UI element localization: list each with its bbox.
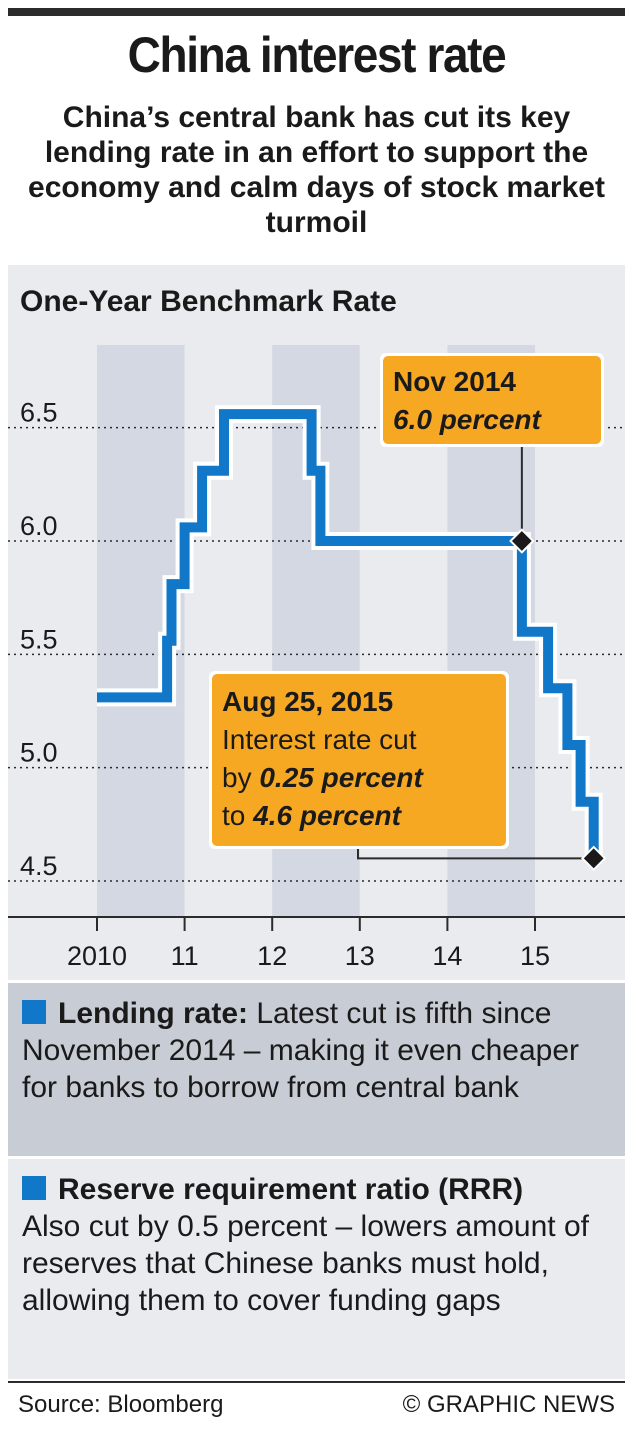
rate-chart: One-Year Benchmark Rate 4.55.05.56.06.5 … [8,285,625,971]
top-rule [8,8,625,16]
x-axis: 2010 11 12 13 14 15 [8,916,625,971]
callout-leader-aug2015 [357,845,594,860]
x-tick-label: 12 [257,941,287,971]
marker-nov2014 [509,528,535,554]
y-tick-label: 5.0 [20,738,58,768]
lending-square-icon [22,1000,46,1024]
footer: Source: Bloomberg © GRAPHIC NEWS [8,1381,625,1425]
rrr-text: Also cut by 0.5 percent – lowers amount … [22,1210,589,1317]
callouts: Nov 2014 6.0 percent Aug 25, 2015 Interest … [209,353,607,872]
rrr-panel: Reserve requirement ratio (RRR) Also cut… [8,1159,625,1379]
lending-text: Latest cut is fifth since November 2014 … [22,997,579,1104]
rrr-heading: Reserve requirement ratio (RRR) [58,1173,524,1206]
grid-lines [8,426,625,882]
y-tick-label: 4.5 [20,851,58,881]
lending-heading: Lending rate: [58,997,249,1030]
callout-box-nov2014 [383,356,601,444]
x-tick-label: 14 [432,941,462,971]
callout-aug2015-line1: Aug 25, 2015 [222,686,393,717]
source-text: Source: Bloomberg [18,1391,224,1418]
callout-nov2014-line1: Nov 2014 [393,366,516,397]
y-tick-labels: 4.5 5.0 5.5 6.0 6.5 [20,398,58,881]
series-lines [97,405,603,859]
callout-aug2015-line4-value: 4.6 percent [252,800,403,831]
callout-aug2015-line4-prefix: to [222,800,253,831]
callout-nov2014-line2: 6.0 percent [393,404,543,435]
marker-aug2015 [580,845,607,872]
callout-aug2015-line2: Interest rate cut [222,724,417,755]
series-line [97,409,599,859]
callout-aug2015-line3: by 0.25 percent [222,762,424,793]
lending-panel: Lending rate: Latest cut is fifth since … [8,983,625,1156]
x-tick-label: 2010 [67,941,127,971]
x-tick-label: 11 [171,941,199,971]
chart-panel: One-Year Benchmark Rate 4.5 5.0 5.5 6.0 6.5 … [8,265,625,980]
rrr-square-icon [22,1176,46,1200]
y-tick-label: 5.5 [20,624,58,654]
chart-title: One-Year Benchmark Rate [20,285,397,318]
x-tick-label: 15 [520,941,550,971]
callout-box-aug2015 [212,674,506,846]
page-subtitle: China’s central bank has cut its key len… [28,101,605,239]
credit-text: © GRAPHIC NEWS [402,1391,615,1418]
callout-aug2015-line3-prefix: by [222,762,259,793]
callout-aug2015-line4: to 4.6 percent [222,800,403,831]
y-tick-label: 6.0 [20,511,58,541]
x-tick-label: 13 [345,941,375,971]
y-tick-label: 6.5 [20,398,58,428]
page-title: China interest rate [127,27,507,83]
callout-aug2015-line3-value: 0.25 percent [259,762,424,793]
